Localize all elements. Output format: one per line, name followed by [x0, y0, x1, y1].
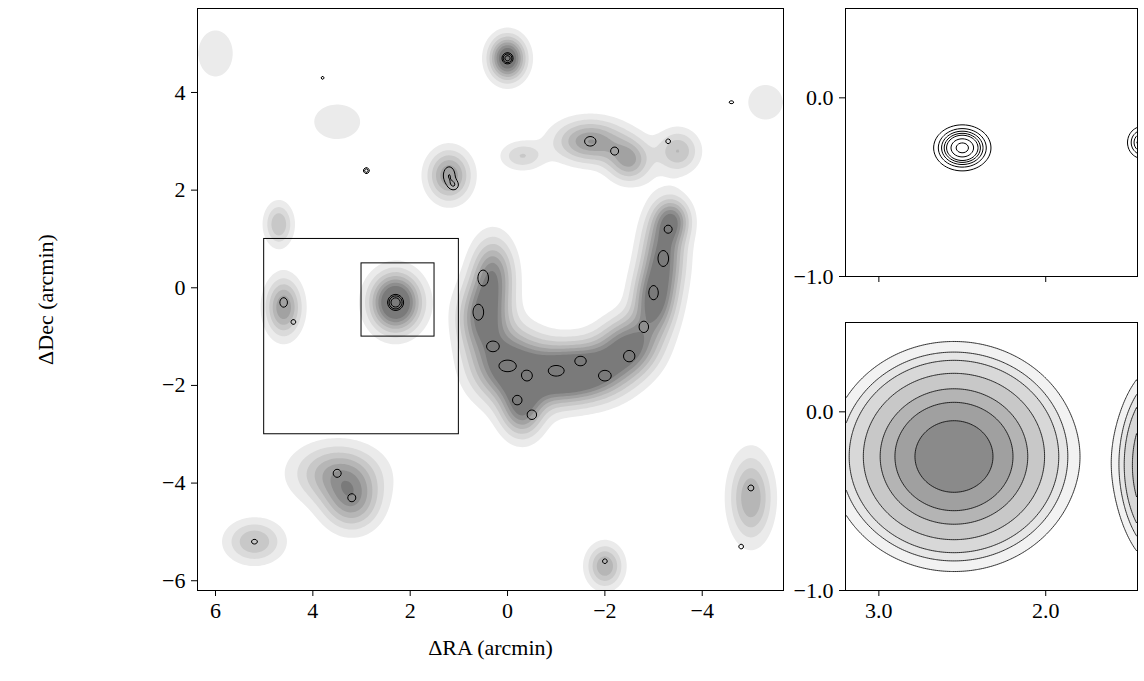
- svg-text:4: 4: [175, 80, 186, 105]
- svg-text:2: 2: [175, 177, 186, 202]
- svg-text:−2: −2: [593, 598, 616, 623]
- svg-text:0: 0: [502, 598, 513, 623]
- svg-text:−2: −2: [162, 372, 185, 397]
- svg-text:−4: −4: [691, 598, 714, 623]
- svg-text:3.0: 3.0: [865, 598, 893, 623]
- svg-text:0.0: 0.0: [806, 399, 834, 424]
- svg-text:6: 6: [210, 598, 221, 623]
- svg-text:0: 0: [175, 275, 186, 300]
- svg-text:−4: −4: [162, 470, 185, 495]
- svg-text:ΔDec (arcmin): ΔDec (arcmin): [33, 234, 58, 365]
- svg-text:−1.0: −1.0: [794, 578, 834, 603]
- svg-text:−6: −6: [162, 568, 185, 593]
- svg-text:0.0: 0.0: [806, 85, 834, 110]
- svg-text:−1.0: −1.0: [794, 264, 834, 289]
- svg-text:2: 2: [405, 598, 416, 623]
- svg-text:ΔRA (arcmin): ΔRA (arcmin): [428, 635, 553, 660]
- svg-text:2.0: 2.0: [1032, 598, 1060, 623]
- svg-text:4: 4: [307, 598, 318, 623]
